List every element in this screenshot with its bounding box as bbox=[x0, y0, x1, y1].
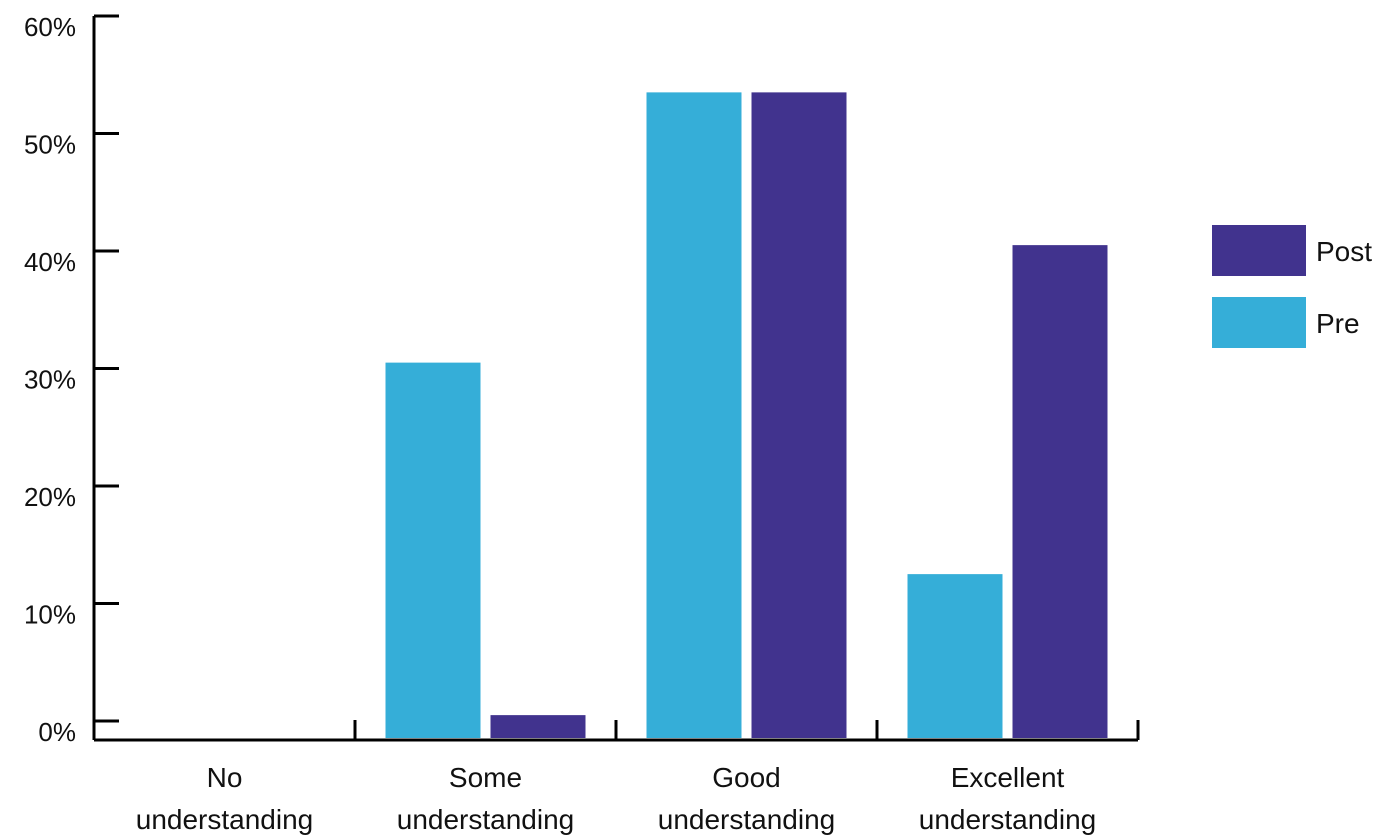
legend-swatch-post bbox=[1212, 225, 1306, 276]
bar-post bbox=[490, 715, 586, 738]
legend: Post Pre bbox=[1212, 225, 1372, 348]
legend-label-pre: Pre bbox=[1316, 308, 1360, 339]
y-tick-label: 60% bbox=[24, 12, 76, 42]
x-category-label: Some understanding bbox=[397, 762, 574, 835]
y-tick-label: 30% bbox=[24, 365, 76, 395]
y-axis: 0% 10% 20% 30% 40% 50% 60% bbox=[24, 12, 119, 747]
y-tick-label: 10% bbox=[24, 600, 76, 630]
legend-label-post: Post bbox=[1316, 236, 1372, 267]
legend-swatch-pre bbox=[1212, 297, 1306, 348]
bar-pre bbox=[907, 574, 1003, 738]
x-category-label-line: Some bbox=[449, 762, 522, 793]
x-category-label-line: Good bbox=[712, 762, 781, 793]
bar-pre bbox=[646, 92, 742, 738]
bar-post bbox=[751, 92, 847, 738]
x-category-label-line: Excellent bbox=[951, 762, 1065, 793]
bar-post bbox=[1012, 245, 1108, 738]
x-category-label-line: No bbox=[207, 762, 243, 793]
x-axis: No understanding Some understanding Good unde… bbox=[94, 720, 1140, 835]
x-category-label: No understanding bbox=[136, 762, 313, 835]
y-tick-label: 40% bbox=[24, 247, 76, 277]
y-tick-label: 20% bbox=[24, 482, 76, 512]
x-category-label: Good understanding bbox=[658, 762, 835, 835]
x-category-label-line: understanding bbox=[919, 804, 1096, 835]
x-category-label-line: understanding bbox=[658, 804, 835, 835]
x-category-label-line: understanding bbox=[397, 804, 574, 835]
x-category-label-line: understanding bbox=[136, 804, 313, 835]
y-tick-label: 50% bbox=[24, 130, 76, 160]
x-category-label: Excellent understanding bbox=[919, 762, 1096, 835]
bars bbox=[385, 92, 1108, 738]
bar-pre bbox=[385, 362, 481, 738]
y-tick-label: 0% bbox=[38, 717, 76, 747]
